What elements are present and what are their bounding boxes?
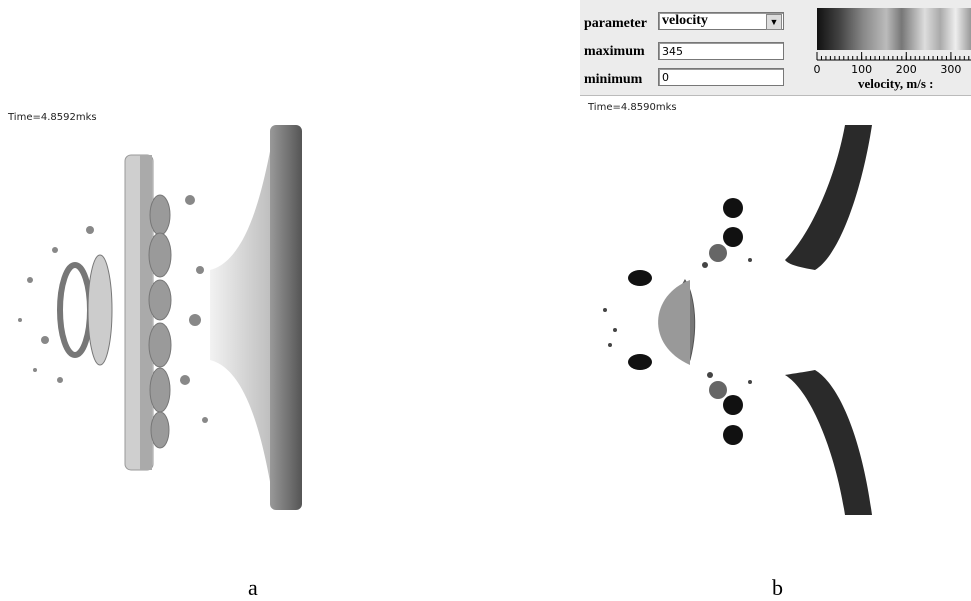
tick-label: 0 (814, 63, 821, 76)
maximum-input[interactable]: 345 (658, 42, 784, 60)
simulation-b (590, 120, 890, 520)
colorbar-gradient (817, 8, 971, 50)
caption: b (772, 575, 783, 601)
caption: a (248, 575, 258, 601)
colorbar: velocity, m/s : 0 100 200 300 (810, 0, 971, 95)
field-label: minimum (584, 72, 642, 88)
simulation-a (0, 120, 340, 520)
tick-label: 100 (851, 63, 872, 76)
select-value: velocity (662, 13, 708, 28)
field-label: maximum (584, 44, 645, 60)
minimum-input[interactable]: 0 (658, 68, 784, 86)
field-label: parameter (584, 16, 647, 32)
tick-label: 300 (940, 63, 961, 76)
colorbar-label: velocity, m/s : (858, 76, 933, 91)
parameter-select[interactable]: velocity▼ (658, 12, 784, 30)
time-label: Time=4.8590mks (588, 102, 677, 113)
page: Time=4.8592mks a parameter velocity▼ max… (0, 0, 971, 601)
tick-label: 200 (896, 63, 917, 76)
